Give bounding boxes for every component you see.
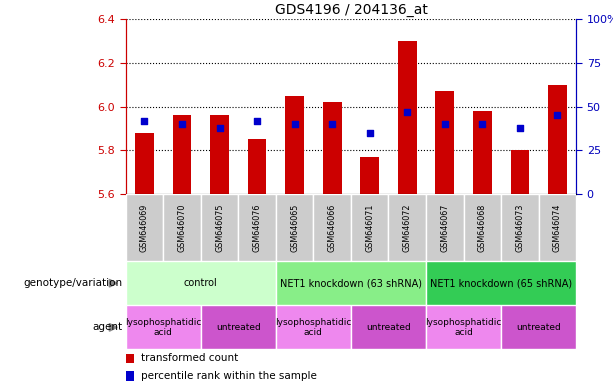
- Bar: [238, 194, 276, 261]
- Text: GSM646072: GSM646072: [403, 203, 412, 252]
- Text: untreated: untreated: [366, 323, 411, 332]
- Point: [140, 118, 150, 124]
- Text: GSM646068: GSM646068: [478, 204, 487, 252]
- Text: GSM646075: GSM646075: [215, 203, 224, 252]
- Bar: [511, 150, 529, 194]
- Text: NET1 knockdown (63 shRNA): NET1 knockdown (63 shRNA): [280, 278, 422, 288]
- Bar: [135, 133, 154, 194]
- Point: [552, 112, 562, 118]
- Text: GSM646074: GSM646074: [553, 204, 562, 252]
- Bar: [201, 194, 238, 261]
- Bar: [126, 261, 276, 305]
- Text: untreated: untreated: [216, 323, 261, 332]
- Title: GDS4196 / 204136_at: GDS4196 / 204136_at: [275, 3, 427, 17]
- Point: [215, 124, 224, 131]
- Bar: [323, 102, 341, 194]
- Point: [440, 121, 450, 127]
- Text: genotype/variation: genotype/variation: [23, 278, 123, 288]
- Text: GSM646065: GSM646065: [290, 204, 299, 252]
- Bar: [285, 96, 304, 194]
- Text: GSM646070: GSM646070: [178, 204, 186, 252]
- Text: GSM646073: GSM646073: [516, 204, 524, 252]
- Bar: [351, 194, 389, 261]
- Bar: [163, 194, 200, 261]
- Bar: [276, 305, 351, 349]
- Bar: [276, 261, 426, 305]
- Text: lysophosphatidic
acid: lysophosphatidic acid: [275, 318, 352, 337]
- Bar: [313, 194, 351, 261]
- Text: lysophosphatidic
acid: lysophosphatidic acid: [125, 318, 202, 337]
- Text: GSM646066: GSM646066: [328, 204, 337, 252]
- Bar: [501, 194, 539, 261]
- Text: percentile rank within the sample: percentile rank within the sample: [140, 371, 316, 381]
- Text: transformed count: transformed count: [140, 353, 238, 363]
- Bar: [501, 305, 576, 349]
- Bar: [126, 305, 201, 349]
- Bar: [360, 157, 379, 194]
- Text: NET1 knockdown (65 shRNA): NET1 knockdown (65 shRNA): [430, 278, 572, 288]
- Bar: [201, 305, 276, 349]
- Text: GSM646069: GSM646069: [140, 204, 149, 252]
- Point: [177, 121, 187, 127]
- Point: [327, 121, 337, 127]
- Bar: [539, 194, 576, 261]
- Bar: [389, 194, 426, 261]
- Bar: [473, 111, 492, 194]
- Text: untreated: untreated: [516, 323, 561, 332]
- Point: [290, 121, 300, 127]
- Bar: [426, 305, 501, 349]
- Text: control: control: [184, 278, 218, 288]
- Bar: [126, 354, 134, 363]
- Text: agent: agent: [93, 322, 123, 333]
- Point: [365, 130, 375, 136]
- Bar: [276, 194, 313, 261]
- Point: [478, 121, 487, 127]
- Point: [252, 118, 262, 124]
- Point: [515, 124, 525, 131]
- Bar: [398, 41, 417, 194]
- Bar: [351, 305, 426, 349]
- Text: GSM646071: GSM646071: [365, 204, 374, 252]
- Bar: [126, 194, 163, 261]
- Bar: [248, 139, 267, 194]
- Bar: [210, 115, 229, 194]
- Point: [402, 109, 412, 115]
- Text: lysophosphatidic
acid: lysophosphatidic acid: [425, 318, 502, 337]
- Bar: [463, 194, 501, 261]
- Bar: [426, 261, 576, 305]
- Bar: [426, 194, 463, 261]
- Bar: [435, 91, 454, 194]
- Bar: [548, 85, 567, 194]
- Bar: [126, 371, 134, 381]
- Bar: [173, 115, 191, 194]
- Text: GSM646076: GSM646076: [253, 204, 262, 252]
- Text: GSM646067: GSM646067: [440, 204, 449, 252]
